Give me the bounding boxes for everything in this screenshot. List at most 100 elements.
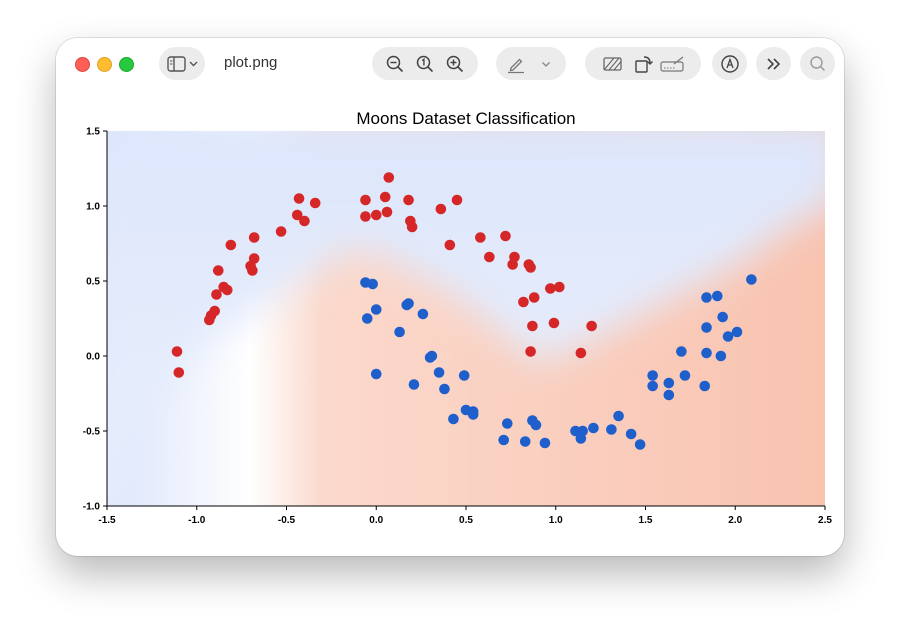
point-class-1 <box>699 380 711 392</box>
point-class-1 <box>370 368 382 380</box>
axes: -1.5 -1.0 -0.5 0.0 0.5 1.0 1.5 2.0 2.5 -1.0 -0.5 0.… <box>83 127 833 527</box>
point-class-1 <box>676 346 687 357</box>
rotate-icon <box>635 55 653 73</box>
point-class-1 <box>448 413 459 425</box>
point-class-1 <box>367 278 378 290</box>
point-class-1 <box>417 308 429 320</box>
markup-button[interactable] <box>712 47 747 80</box>
x-tick-label: 0.5 <box>459 515 473 526</box>
point-class-0 <box>209 305 220 317</box>
y-tick-label: 1.0 <box>86 202 100 213</box>
point-class-0 <box>212 265 224 276</box>
point-class-1 <box>439 383 450 395</box>
fullscreen-window-button[interactable] <box>119 57 134 72</box>
point-class-1 <box>701 322 712 333</box>
point-class-1 <box>731 326 743 338</box>
point-class-0 <box>379 191 391 203</box>
point-class-1 <box>606 424 617 435</box>
point-class-0 <box>518 296 529 308</box>
zoom-out-button[interactable] <box>380 47 410 80</box>
point-class-0 <box>360 211 371 222</box>
actual-size-button[interactable] <box>410 47 440 80</box>
point-class-0 <box>475 232 486 243</box>
point-class-0 <box>381 206 393 218</box>
y-tick-label: 1.5 <box>86 127 100 138</box>
zoom-in-icon <box>446 55 464 72</box>
zoom-in-button[interactable] <box>440 47 470 80</box>
more-icon <box>766 57 780 70</box>
point-class-1 <box>501 418 513 429</box>
point-class-0 <box>370 209 382 221</box>
point-class-1 <box>370 304 382 315</box>
point-class-1 <box>539 437 551 449</box>
point-class-1 <box>647 370 658 381</box>
x-tick-label: 1.0 <box>549 515 563 526</box>
x-tick-label: -0.5 <box>278 515 296 526</box>
point-class-0 <box>525 262 536 273</box>
point-class-1 <box>625 428 637 440</box>
point-class-1 <box>663 377 675 389</box>
preview-window: plot.png <box>56 38 844 556</box>
point-class-1 <box>712 290 723 302</box>
point-class-1 <box>663 389 675 401</box>
point-class-1 <box>403 298 414 309</box>
y-tick-label: -1.0 <box>83 502 101 513</box>
point-class-0 <box>309 197 321 209</box>
point-class-0 <box>171 346 183 357</box>
point-class-0 <box>484 251 495 263</box>
point-class-0 <box>406 221 418 233</box>
highlight-button[interactable] <box>501 47 531 80</box>
crop-icon <box>603 56 622 71</box>
point-class-1 <box>530 419 542 431</box>
point-class-1 <box>746 274 757 285</box>
crop-button[interactable] <box>598 47 628 80</box>
point-class-0 <box>291 209 303 221</box>
search-button[interactable] <box>800 47 835 80</box>
sidebar-toggle-button[interactable] <box>159 47 205 80</box>
point-class-0 <box>554 281 565 293</box>
search-icon <box>809 55 825 71</box>
point-class-1 <box>722 331 734 342</box>
point-class-0 <box>444 239 456 251</box>
sidebar-toggle-icon <box>167 55 198 72</box>
signature-button[interactable] <box>658 47 688 80</box>
point-class-1 <box>577 425 588 437</box>
point-class-1 <box>588 422 599 434</box>
minimize-window-button[interactable] <box>97 57 112 72</box>
point-class-0 <box>527 320 538 332</box>
scatter-chart: -1.5 -1.0 -0.5 0.0 0.5 1.0 1.5 2.0 2.5 -1.0 -0.5 0.… <box>83 109 833 527</box>
point-class-0 <box>545 283 556 294</box>
window-title: plot.png <box>224 54 278 71</box>
point-class-0 <box>247 265 258 276</box>
highlight-pen-icon <box>508 58 524 73</box>
more-tools-button[interactable] <box>756 47 791 80</box>
rotate-button[interactable] <box>628 47 658 80</box>
point-class-0 <box>500 230 511 242</box>
x-tick-label: -1.0 <box>188 515 206 526</box>
point-class-0 <box>548 317 560 329</box>
zoom-out-icon <box>386 55 404 72</box>
point-class-1 <box>519 436 531 447</box>
point-class-0 <box>435 203 447 215</box>
signature-icon <box>660 55 684 72</box>
decision-regions <box>107 131 825 506</box>
point-class-1 <box>701 292 712 303</box>
point-class-0 <box>360 194 371 206</box>
image-canvas: -1.5 -1.0 -0.5 0.0 0.5 1.0 1.5 2.0 2.5 -1.0 -0.5 0.… <box>56 90 844 556</box>
y-tick-label: 0.5 <box>86 277 100 288</box>
point-class-0 <box>586 320 597 332</box>
actual-size-icon <box>416 55 434 72</box>
chart-title: Moons Dataset Classification <box>356 109 575 128</box>
point-class-1 <box>361 313 373 324</box>
close-window-button[interactable] <box>75 57 90 72</box>
highlight-controls <box>496 47 566 80</box>
chevron-down-icon <box>542 61 550 67</box>
point-class-1 <box>717 311 728 323</box>
point-class-0 <box>403 194 414 206</box>
point-class-0 <box>525 346 536 357</box>
point-class-1 <box>426 350 438 362</box>
x-tick-label: 1.5 <box>639 515 653 526</box>
markup-icon <box>720 54 739 73</box>
point-class-1 <box>715 350 727 362</box>
highlight-menu-button[interactable] <box>531 47 561 80</box>
